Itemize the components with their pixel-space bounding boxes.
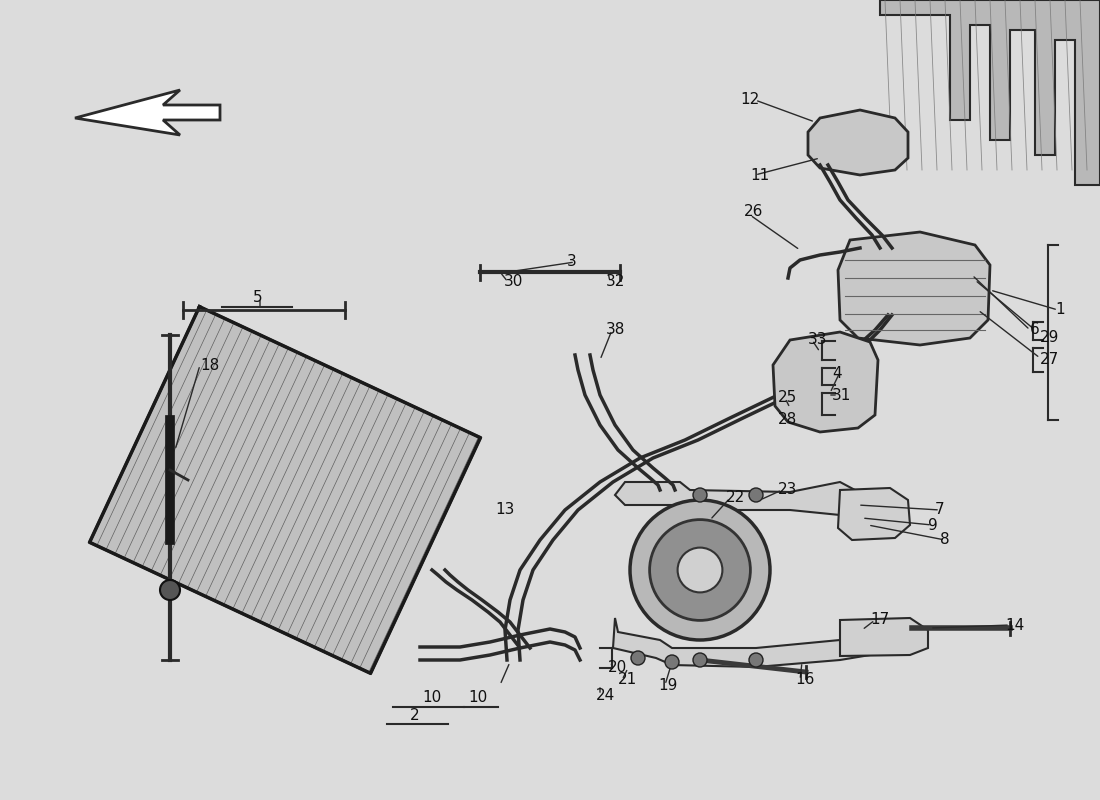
Circle shape [749, 488, 763, 502]
Text: 31: 31 [832, 387, 851, 402]
Polygon shape [880, 0, 1100, 185]
Text: 12: 12 [740, 93, 759, 107]
Text: 18: 18 [200, 358, 219, 373]
Circle shape [693, 488, 707, 502]
Text: 8: 8 [940, 533, 949, 547]
Text: 10: 10 [422, 690, 441, 705]
Polygon shape [615, 482, 855, 515]
Text: 17: 17 [870, 613, 889, 627]
Text: 24: 24 [596, 687, 615, 702]
Text: 1: 1 [1055, 302, 1065, 318]
Circle shape [650, 520, 750, 621]
Text: 14: 14 [1005, 618, 1024, 633]
Text: 26: 26 [744, 205, 763, 219]
Circle shape [630, 500, 770, 640]
Text: 13: 13 [495, 502, 515, 518]
Text: 38: 38 [606, 322, 626, 338]
Polygon shape [773, 332, 878, 432]
Text: 25: 25 [778, 390, 798, 406]
Polygon shape [75, 90, 220, 135]
Text: 20: 20 [608, 659, 627, 674]
Text: 11: 11 [750, 167, 769, 182]
Text: 9: 9 [928, 518, 937, 533]
Circle shape [678, 547, 723, 592]
Text: 2: 2 [410, 707, 420, 722]
Text: 4: 4 [832, 366, 842, 381]
Text: 6: 6 [1030, 322, 1040, 338]
Polygon shape [838, 488, 910, 540]
Circle shape [631, 651, 645, 665]
Polygon shape [808, 110, 908, 175]
Text: 30: 30 [504, 274, 524, 290]
Text: 21: 21 [618, 673, 637, 687]
Text: 28: 28 [778, 413, 798, 427]
Text: 22: 22 [726, 490, 746, 506]
Text: 27: 27 [1040, 353, 1059, 367]
Text: 33: 33 [808, 333, 827, 347]
Polygon shape [838, 232, 990, 345]
Polygon shape [613, 618, 870, 667]
Text: 3: 3 [568, 254, 576, 270]
Text: 10: 10 [469, 690, 487, 705]
Text: 19: 19 [658, 678, 678, 693]
Text: 32: 32 [606, 274, 626, 290]
Text: 23: 23 [778, 482, 798, 498]
Text: 5: 5 [253, 290, 263, 306]
Polygon shape [89, 306, 481, 674]
Circle shape [693, 653, 707, 667]
Circle shape [666, 655, 679, 669]
Text: 16: 16 [795, 673, 814, 687]
Text: 29: 29 [1040, 330, 1059, 345]
Circle shape [749, 653, 763, 667]
Text: 7: 7 [935, 502, 945, 518]
Circle shape [160, 580, 180, 600]
Polygon shape [840, 618, 928, 656]
